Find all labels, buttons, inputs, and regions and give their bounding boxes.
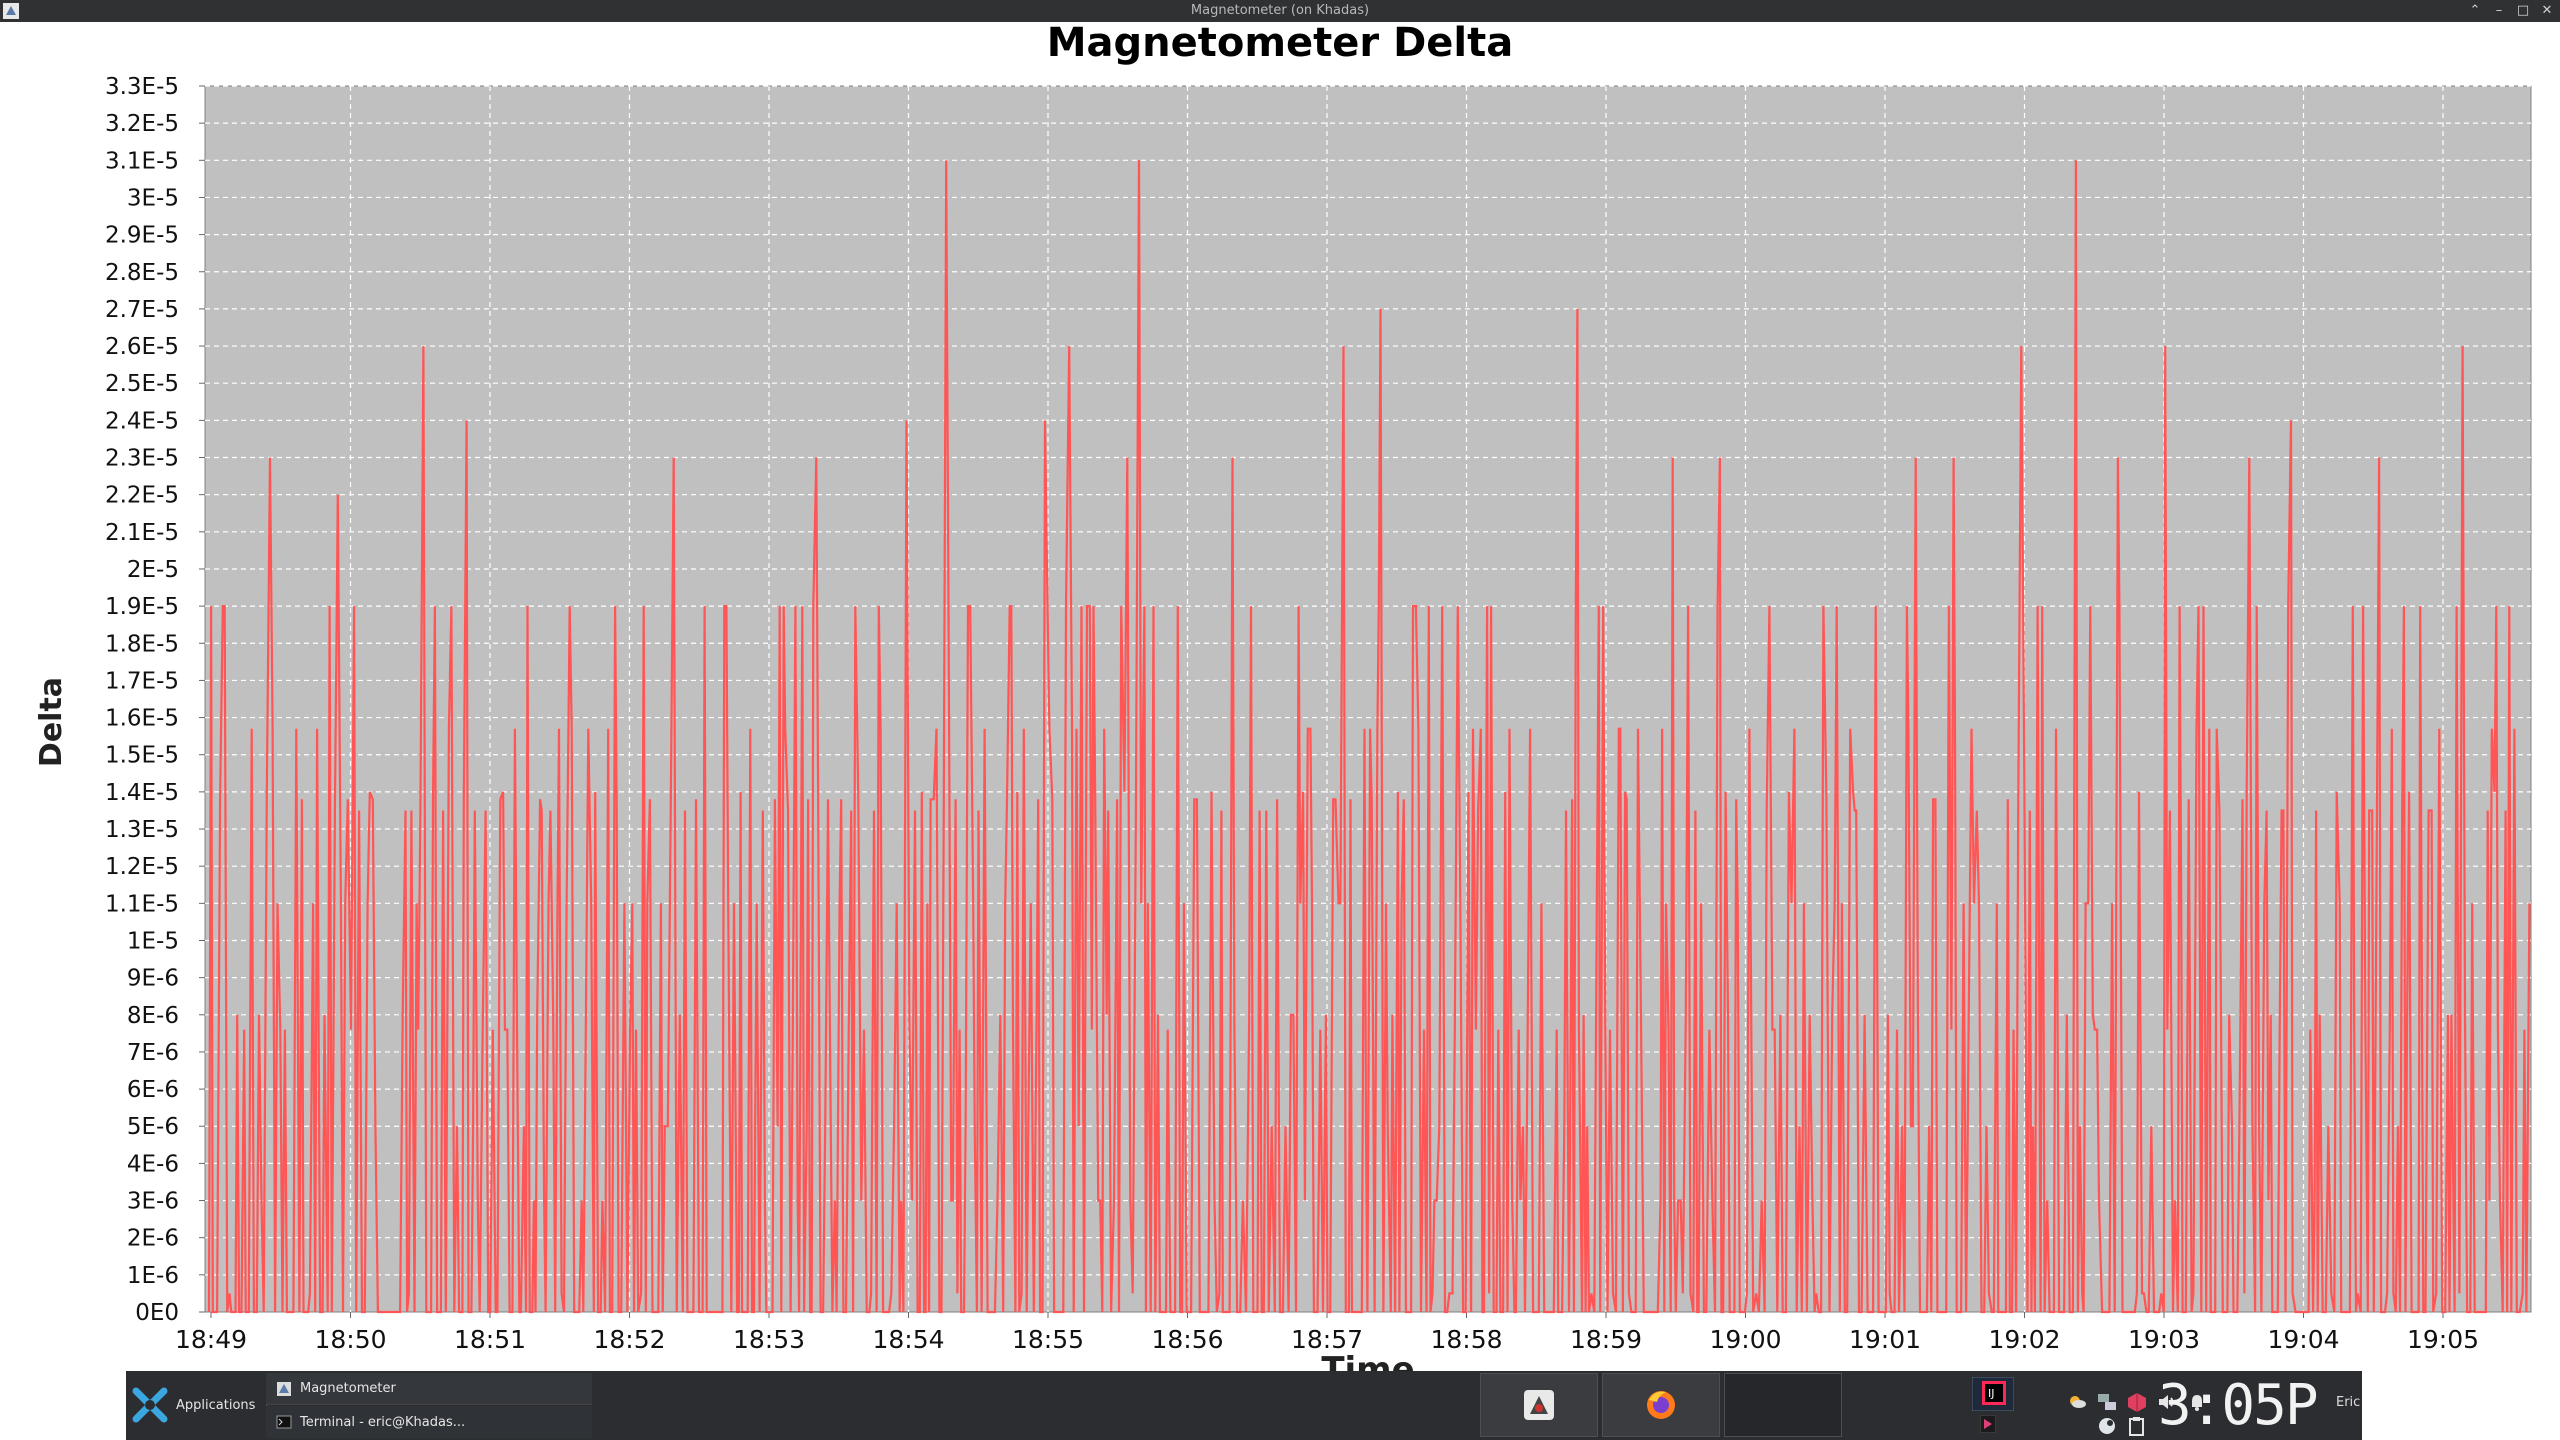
- notification-bell-icon[interactable]: [2186, 1391, 2208, 1413]
- task-label: Terminal - eric@Khadas...: [300, 1414, 466, 1430]
- y-tick-label: 3.2E-5: [105, 111, 179, 137]
- y-tick-label: 1.1E-5: [105, 891, 179, 917]
- x-axis-label: Time: [1321, 1350, 1414, 1371]
- x-tick-label: 19:00: [1709, 1325, 1781, 1354]
- y-tick-label: 2.2E-5: [105, 483, 179, 509]
- minimize-button[interactable]: –: [2495, 3, 2503, 18]
- x-tick-label: 18:56: [1151, 1325, 1223, 1354]
- x-tick-label: 19:03: [2128, 1325, 2200, 1354]
- close-button[interactable]: ✕: [2541, 3, 2553, 18]
- x-tick-label: 18:54: [872, 1325, 944, 1354]
- y-tick-label: 0E0: [135, 1300, 179, 1326]
- steam-icon[interactable]: [2096, 1415, 2118, 1437]
- x-tick-label: 18:51: [454, 1325, 526, 1354]
- y-tick-label: 2.9E-5: [105, 223, 179, 249]
- x-tick-label: 18:55: [1012, 1325, 1084, 1354]
- y-tick-label: 1E-6: [127, 1263, 179, 1289]
- user-name[interactable]: Eric: [2336, 1395, 2361, 1410]
- y-tick-label: 3.1E-5: [105, 148, 179, 174]
- x-tick-label: 18:49: [175, 1325, 247, 1354]
- y-tick-label: 1.2E-5: [105, 854, 179, 880]
- y-tick-label: 2.6E-5: [105, 334, 179, 360]
- y-tick-label: 1.7E-5: [105, 668, 179, 694]
- x-tick-label: 19:04: [2267, 1325, 2339, 1354]
- system-tray: IJ: [1972, 1371, 2312, 1440]
- launcher-java-app[interactable]: [1480, 1373, 1598, 1437]
- y-tick-label: 2E-6: [127, 1226, 179, 1252]
- applications-label: Applications: [176, 1397, 256, 1413]
- x-tick-label: 18:52: [593, 1325, 665, 1354]
- maximize-button[interactable]: □: [2516, 3, 2530, 18]
- applications-menu-button[interactable]: Applications: [132, 1383, 255, 1427]
- x-tick-label: 18:57: [1291, 1325, 1363, 1354]
- chart-title: Magnetometer Delta: [1047, 22, 1514, 66]
- y-tick-label: 4E-6: [127, 1151, 179, 1177]
- launcher-firefox[interactable]: [1602, 1373, 1720, 1437]
- x-tick-label: 19:02: [1988, 1325, 2060, 1354]
- java-app-icon: [3, 3, 19, 19]
- y-tick-label: 3E-6: [127, 1189, 179, 1215]
- y-tick-label: 1.6E-5: [105, 706, 179, 732]
- window-title: Magnetometer (on Khadas): [1190, 3, 1370, 18]
- weather-icon[interactable]: [2066, 1391, 2088, 1413]
- task-terminal[interactable]: Terminal - eric@Khadas...: [266, 1406, 592, 1438]
- y-tick-label: 3E-5: [127, 185, 179, 211]
- y-tick-label: 2.1E-5: [105, 520, 179, 546]
- java-app-icon: [1524, 1390, 1554, 1420]
- y-tick-label: 1.9E-5: [105, 594, 179, 620]
- y-tick-label: 1.5E-5: [105, 743, 179, 769]
- network-icon[interactable]: [2096, 1391, 2118, 1413]
- x-axis: 18:49 18:50 18:51 18:52 18:53 18:54 18:55 18:56…: [175, 1312, 2479, 1354]
- y-tick-label: 3.3E-5: [105, 74, 179, 100]
- svg-text:IJ: IJ: [1988, 1387, 1995, 1400]
- y-tick-label: 6E-6: [127, 1077, 179, 1103]
- y-tick-label: 1.4E-5: [105, 780, 179, 806]
- series-line: [207, 160, 2531, 1314]
- y-tick-label: 1E-5: [127, 928, 179, 954]
- task-magnetometer[interactable]: Magnetometer: [266, 1373, 592, 1405]
- taskbar: Applications Magnetometer Terminal - eri…: [126, 1371, 2362, 1440]
- x-tick-label: 18:59: [1570, 1325, 1642, 1354]
- y-tick-label: 8E-6: [127, 1003, 179, 1029]
- firefox-icon: [1647, 1391, 1675, 1419]
- y-tick-label: 7E-6: [127, 1040, 179, 1066]
- x-tick-label: 19:01: [1849, 1325, 1921, 1354]
- y-tick-label: 2.5E-5: [105, 371, 179, 397]
- y-tick-label: 2.7E-5: [105, 297, 179, 323]
- y-axis-label: Delta: [34, 677, 69, 767]
- launcher-empty[interactable]: [1724, 1373, 1842, 1437]
- taskbar-separator: [266, 1375, 267, 1436]
- x-tick-label: 19:05: [2407, 1325, 2479, 1354]
- y-tick-label: 2.3E-5: [105, 446, 179, 472]
- y-axis: 0E0 1E-6 2E-6 3E-6 4E-6 5E-6 6E-6 7E-6 8E-6 9E-6 1…: [105, 74, 205, 1326]
- task-label: Magnetometer: [300, 1381, 396, 1396]
- xfce-logo-icon: [132, 1387, 168, 1423]
- intellij-icon[interactable]: IJ: [1972, 1377, 2014, 1411]
- y-tick-label: 5E-6: [127, 1114, 179, 1140]
- x-tick-label: 18:53: [733, 1325, 805, 1354]
- x-tick-label: 18:50: [314, 1325, 386, 1354]
- y-tick-label: 1.8E-5: [105, 631, 179, 657]
- y-tick-label: 2.4E-5: [105, 408, 179, 434]
- y-tick-label: 2E-5: [127, 557, 179, 583]
- terminal-icon: [276, 1415, 292, 1429]
- magnetometer-chart: Magnetometer Delta 0E0 1E-6 2E-6 3E-6 4E-6 5E…: [34, 22, 2532, 1371]
- y-tick-label: 9E-6: [127, 966, 179, 992]
- window-titlebar: Magnetometer (on Khadas) ⌃ – □ ✕: [0, 0, 2560, 22]
- window-menu-button[interactable]: ⌃: [2469, 3, 2481, 18]
- pink-app-icon[interactable]: [1980, 1415, 1996, 1433]
- volume-icon[interactable]: [2156, 1391, 2178, 1413]
- clock[interactable]: 3:05P: [2158, 1373, 2319, 1438]
- y-tick-label: 2.8E-5: [105, 260, 179, 286]
- x-tick-label: 18:58: [1430, 1325, 1502, 1354]
- y-tick-label: 1.3E-5: [105, 817, 179, 843]
- package-icon[interactable]: [2126, 1391, 2148, 1413]
- clipboard-icon[interactable]: [2126, 1415, 2148, 1437]
- java-app-icon: [277, 1381, 291, 1396]
